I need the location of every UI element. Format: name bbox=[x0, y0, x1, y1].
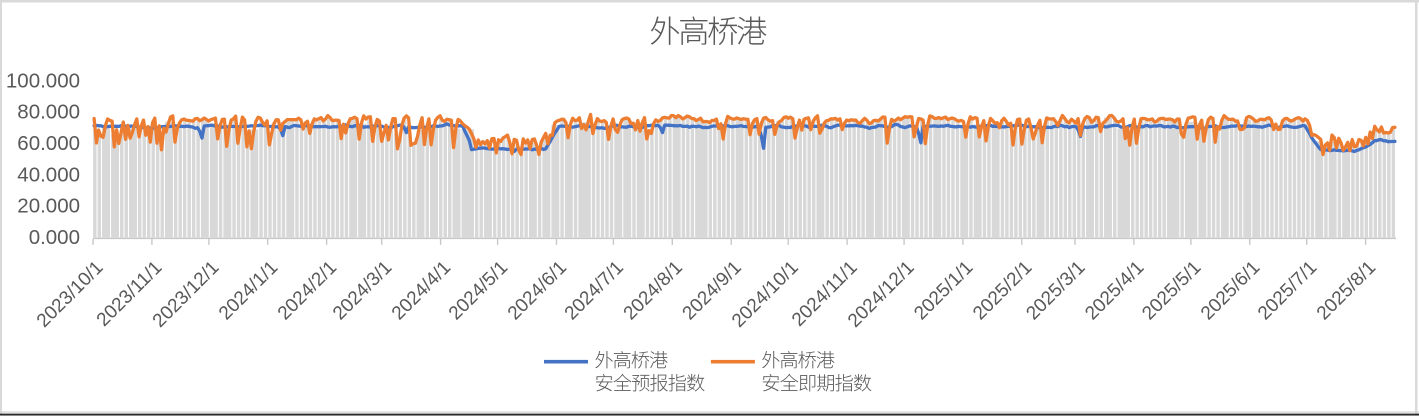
svg-text:80.000: 80.000 bbox=[17, 101, 80, 124]
svg-text:60.000: 60.000 bbox=[17, 132, 80, 155]
svg-text:20.000: 20.000 bbox=[17, 195, 80, 218]
svg-text:0.000: 0.000 bbox=[29, 226, 80, 249]
svg-text:100.000: 100.000 bbox=[6, 69, 80, 92]
svg-text:40.000: 40.000 bbox=[17, 163, 80, 186]
